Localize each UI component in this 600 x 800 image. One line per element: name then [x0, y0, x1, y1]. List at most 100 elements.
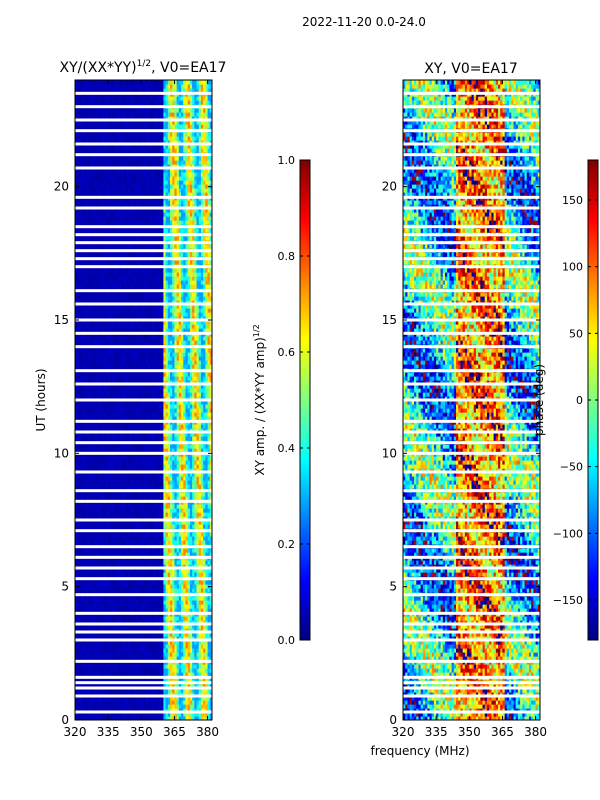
heatmap-cell	[145, 520, 149, 525]
heatmap-cell	[101, 448, 105, 453]
heatmap-cell	[75, 588, 78, 593]
heatmap-cell	[189, 624, 193, 629]
heatmap-cell	[79, 648, 83, 653]
heatmap-cell	[121, 688, 125, 693]
heatmap-cell	[192, 568, 195, 573]
heatmap-cell	[154, 448, 158, 453]
heatmap-cell	[181, 568, 184, 573]
heatmap-cell	[183, 408, 187, 413]
heatmap-cell	[112, 564, 116, 569]
heatmap-cell	[86, 712, 89, 717]
heatmap-cell	[194, 712, 198, 717]
heatmap-cell	[134, 692, 138, 697]
heatmap-cell	[176, 608, 180, 613]
heatmap-cell	[167, 432, 171, 437]
heatmap-cell	[94, 460, 98, 465]
heatmap-cell	[154, 412, 158, 417]
heatmap-cell	[183, 604, 187, 609]
heatmap-cell	[196, 548, 200, 553]
heatmap-cell	[83, 688, 87, 693]
heatmap-cell	[163, 600, 167, 605]
heatmap-cell	[150, 632, 153, 637]
heatmap-cell	[108, 548, 111, 553]
heatmap-cell	[181, 424, 184, 429]
heatmap-cell	[110, 408, 114, 413]
heatmap-cell	[103, 708, 107, 713]
heatmap-cell	[163, 520, 167, 525]
heatmap-cell	[176, 408, 180, 413]
heatmap-cell	[125, 572, 129, 577]
heatmap-cell	[200, 536, 204, 541]
heatmap-cell	[161, 636, 164, 641]
heatmap-cell	[203, 460, 206, 465]
heatmap-cell	[143, 608, 147, 613]
heatmap-cell	[141, 716, 145, 720]
heatmap-cell	[203, 404, 206, 409]
heatmap-cell	[110, 564, 114, 569]
heatmap-cell	[205, 520, 209, 525]
heatmap-cell	[103, 448, 107, 453]
heatmap-cell	[81, 404, 85, 409]
heatmap-cell	[200, 696, 204, 701]
heatmap-cell	[178, 584, 182, 589]
heatmap-cell	[114, 460, 118, 465]
heatmap-cell	[205, 640, 209, 645]
heatmap-cell	[77, 560, 81, 565]
heatmap-cell	[86, 416, 89, 421]
heatmap-cell	[83, 712, 87, 717]
heatmap-cell	[145, 532, 149, 537]
heatmap-cell	[103, 672, 107, 677]
heatmap-cell	[123, 432, 127, 437]
heatmap-cell	[119, 512, 122, 517]
heatmap-cell	[81, 664, 85, 669]
heatmap-cell	[143, 600, 147, 605]
heatmap-cell	[119, 412, 122, 417]
heatmap-cell	[125, 696, 129, 701]
heatmap-cell	[181, 524, 184, 529]
heatmap-cell	[75, 708, 78, 713]
heatmap-cell	[103, 436, 107, 441]
heatmap-cell	[92, 632, 96, 637]
heatmap-cell	[163, 512, 167, 517]
heatmap-cell	[134, 632, 138, 637]
heatmap-cell	[79, 404, 83, 409]
heatmap-cell	[105, 424, 109, 429]
heatmap-cell	[147, 436, 151, 441]
heatmap-cell	[170, 640, 173, 645]
heatmap-cell	[132, 484, 136, 489]
heatmap-cell	[128, 600, 131, 605]
heatmap-cell	[147, 648, 151, 653]
heatmap-cell	[183, 540, 187, 545]
heatmap-cell	[207, 468, 211, 473]
heatmap-cell	[178, 552, 182, 557]
heatmap-cell	[192, 432, 195, 437]
heatmap-cell	[141, 604, 145, 609]
heatmap-cell	[189, 696, 193, 701]
heatmap-cell	[75, 444, 78, 449]
heatmap-cell	[187, 568, 191, 573]
heatmap-cell	[185, 656, 189, 661]
heatmap-cell	[134, 704, 138, 709]
heatmap-cell	[207, 436, 211, 441]
heatmap-cell	[161, 624, 164, 629]
heatmap-cell	[130, 416, 134, 421]
heatmap-cell	[75, 428, 78, 433]
heatmap-cell	[205, 644, 209, 649]
heatmap-cell	[94, 492, 98, 497]
heatmap-cell	[139, 656, 142, 661]
heatmap-cell	[209, 628, 212, 633]
heatmap-cell	[110, 632, 114, 637]
heatmap-cell	[147, 424, 151, 429]
heatmap-cell	[170, 580, 173, 585]
heatmap-cell	[203, 624, 206, 629]
heatmap-cell	[161, 712, 164, 717]
heatmap-cell	[176, 468, 180, 473]
heatmap-cell	[92, 416, 96, 421]
heatmap-cell	[116, 448, 120, 453]
heatmap-cell	[150, 552, 153, 557]
heatmap-cell	[145, 584, 149, 589]
heatmap-cell	[125, 532, 129, 537]
heatmap-cell	[170, 600, 173, 605]
heatmap-cell	[77, 568, 81, 573]
heatmap-cell	[143, 692, 147, 697]
